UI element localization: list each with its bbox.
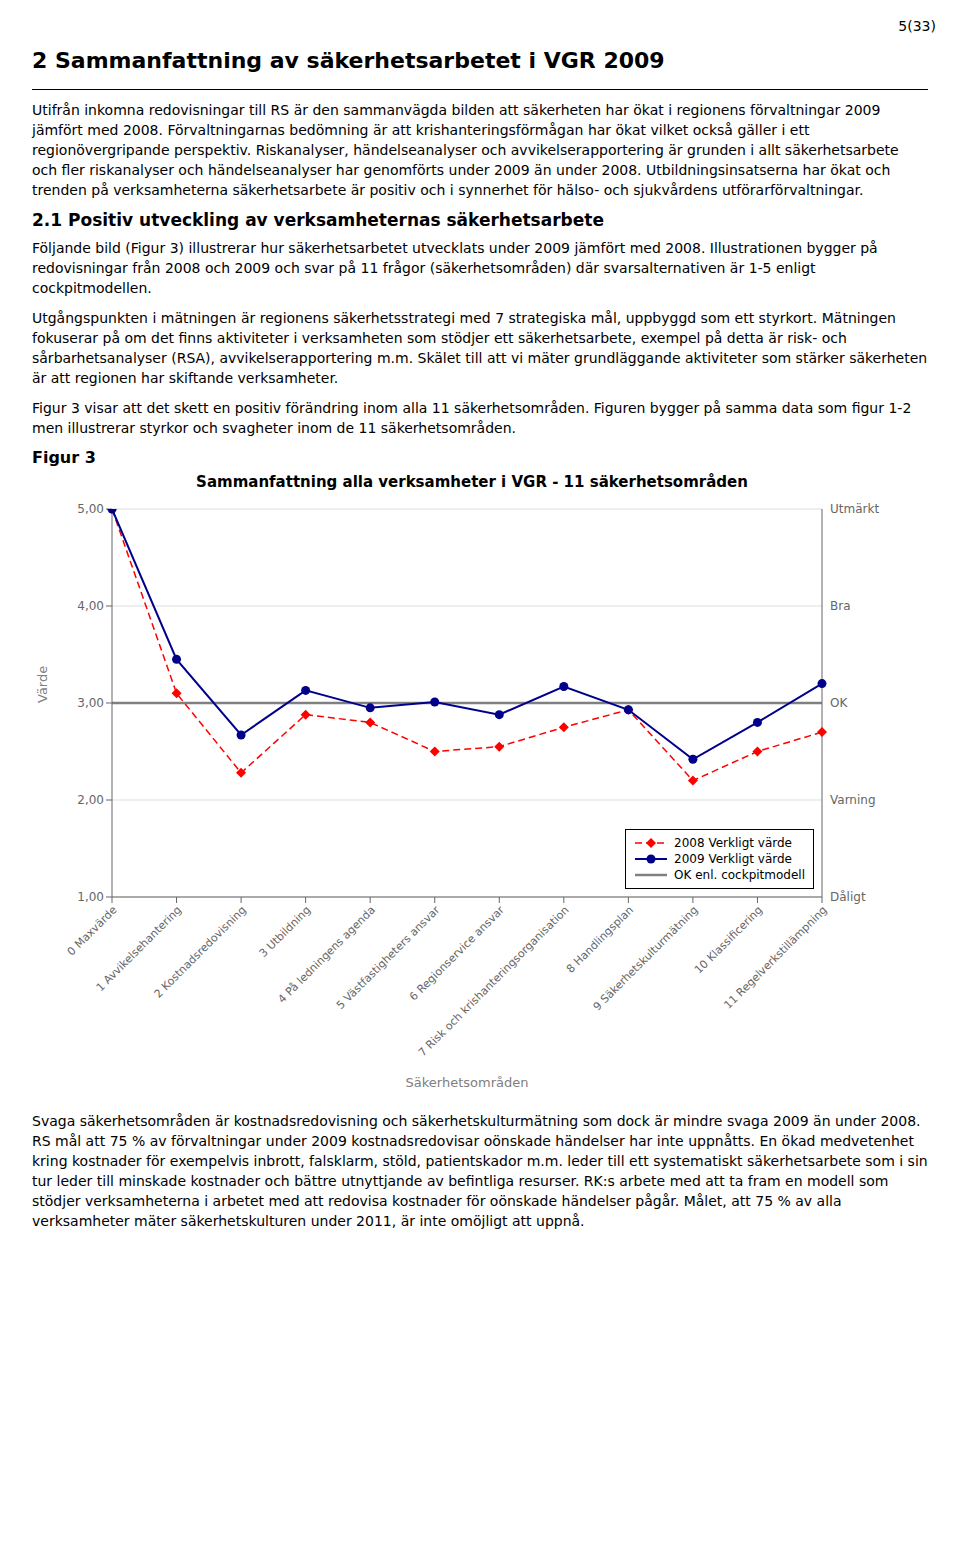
html-text:Utifrån inkomna redovisningar: Utifrån inkomna redovisningar till RS är… — [32, 102, 899, 198]
svg-text:2,00: 2,00 — [77, 793, 104, 807]
svg-text:0 Maxvärde: 0 Maxvärde — [65, 903, 120, 958]
html-text:2009 Verkligt värde: 2009 Verkligt värde — [674, 852, 792, 866]
svg-text:Bra: Bra — [830, 599, 851, 613]
svg-text:11 Regelverkstillämpning: 11 Regelverkstillämpning — [721, 903, 829, 1011]
html-text:2 Sammanfattning av säkerhetsa: 2 Sammanfattning av säkerhetsarbetet i V… — [32, 48, 665, 73]
html-text:Följande bild (Figur 3) illust: Följande bild (Figur 3) illustrerar hur … — [32, 240, 878, 296]
svg-text:Varning: Varning — [830, 793, 876, 807]
html-text:5(33): 5(33) — [898, 18, 936, 34]
html-text:2.1 Positiv utveckling av verk: 2.1 Positiv utveckling av verksamheterna… — [32, 210, 604, 230]
html-text:2008 Verkligt värde: 2008 Verkligt värde — [674, 836, 792, 850]
html-text:Figur 3: Figur 3 — [32, 448, 96, 467]
svg-text:Dåligt: Dåligt — [830, 890, 866, 904]
svg-text:1,00: 1,00 — [77, 890, 104, 904]
svg-text:OK: OK — [830, 696, 848, 710]
svg-text:8 Handlingsplan: 8 Handlingsplan — [564, 903, 636, 975]
svg-text:7 Risk och krishanteringsorgan: 7 Risk och krishanteringsorganisation — [416, 903, 572, 1059]
svg-text:1 Avvikelsehantering: 1 Avvikelsehantering — [93, 903, 185, 994]
svg-text:3,00: 3,00 — [77, 696, 104, 710]
svg-text:Värde: Värde — [35, 666, 50, 703]
svg-text:Utmärkt: Utmärkt — [830, 502, 879, 516]
svg-text:4,00: 4,00 — [77, 599, 104, 613]
svg-text:4 På ledningens agenda: 4 På ledningens agenda — [275, 903, 378, 1006]
svg-text:5,00: 5,00 — [77, 502, 104, 516]
html-text:OK enl. cockpitmodell: OK enl. cockpitmodell — [674, 868, 805, 882]
html-text:Sammanfattning alla verksamhet: Sammanfattning alla verksamheter i VGR -… — [196, 473, 748, 491]
svg-text:2 Kostnadsredovisning: 2 Kostnadsredovisning — [152, 903, 249, 1000]
svg-text:3 Utbildning: 3 Utbildning — [257, 903, 314, 960]
svg-text:6 Regionservice ansvar: 6 Regionservice ansvar — [407, 903, 507, 1004]
svg-text:9 Säkerhetskulturmätning: 9 Säkerhetskulturmätning — [591, 903, 701, 1013]
html-text:Utgångspunkten i mätningen är: Utgångspunkten i mätningen är regionens … — [32, 310, 928, 386]
html-text:Svaga säkerhetsområden är kost: Svaga säkerhetsområden är kostnadsredovi… — [32, 1113, 928, 1229]
svg-text:10 Klassificering: 10 Klassificering — [692, 903, 765, 976]
svg-text:5 Västfastigheters ansvar: 5 Västfastigheters ansvar — [334, 903, 443, 1012]
html-text:Figur 3 visar att det skett en: Figur 3 visar att det skett en positiv f… — [32, 400, 912, 436]
svg-text:Säkerhetsområden: Säkerhetsområden — [406, 1075, 529, 1090]
